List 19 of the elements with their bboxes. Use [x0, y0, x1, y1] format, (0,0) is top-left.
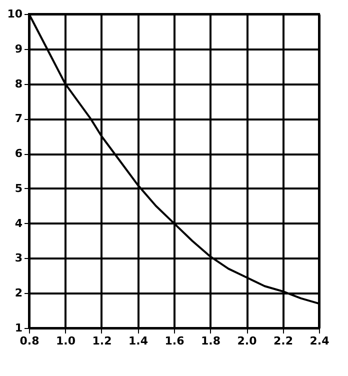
y-tick-label: 7: [14, 112, 22, 126]
x-tick-label: 0.8: [20, 334, 40, 348]
y-tick-label: 10: [7, 8, 23, 20]
y-tick-label: 8: [14, 77, 22, 90]
x-tick-label: 2.4: [310, 334, 330, 348]
x-tick-label: 1.0: [56, 334, 76, 348]
x-tick-label: 2.2: [274, 334, 293, 348]
x-tick-label: 1.4: [128, 334, 148, 348]
y-tick-label: 9: [14, 42, 22, 56]
x-tick-label: 1.8: [201, 334, 220, 348]
x-tick-label: 1.2: [92, 334, 112, 348]
x-tick-label: 1.6: [164, 334, 185, 348]
y-tick-label: 2: [14, 286, 22, 300]
y-tick-label: 3: [14, 252, 22, 265]
y-tick-label: 6: [14, 147, 23, 160]
x-tick-label: 2.0: [237, 334, 258, 348]
y-tick-label: 4: [14, 216, 23, 230]
y-tick-label: 5: [14, 182, 22, 195]
y-tick-label: 1: [14, 322, 22, 334]
